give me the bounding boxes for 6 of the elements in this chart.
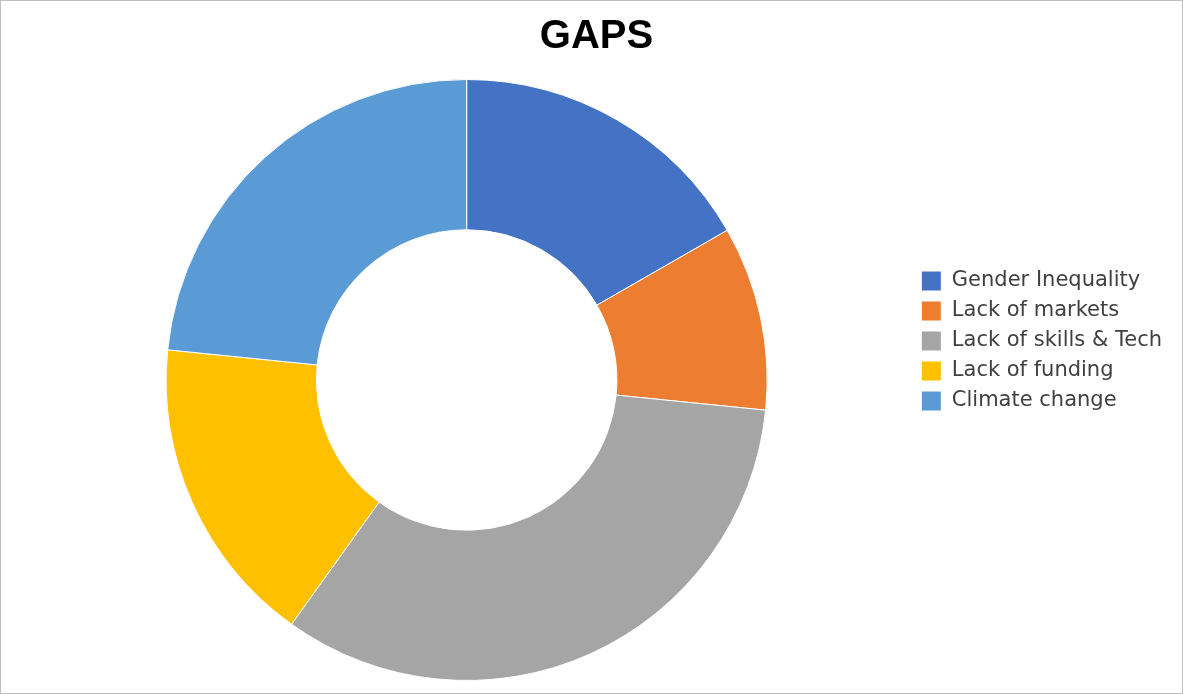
legend-label: Gender Inequality xyxy=(951,267,1141,292)
legend-label: Lack of markets xyxy=(951,297,1120,322)
legend-label: Lack of skills & Tech xyxy=(951,327,1163,352)
chart-title: GAPS xyxy=(539,12,654,57)
legend-label: Lack of funding xyxy=(951,357,1114,382)
legend-label: Climate change xyxy=(951,387,1117,412)
